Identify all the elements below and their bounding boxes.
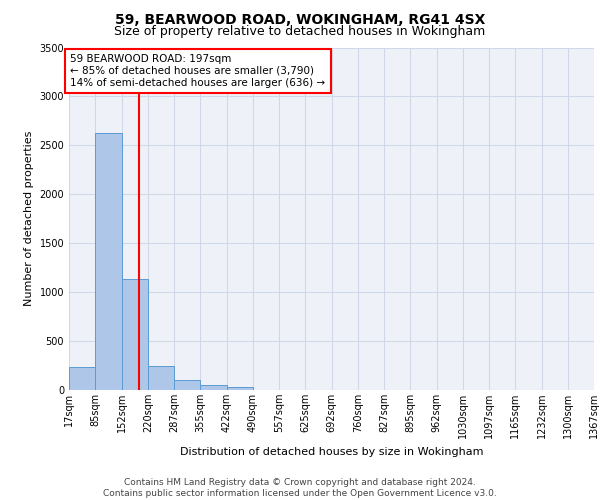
- Bar: [121, 280, 148, 390]
- Y-axis label: Number of detached properties: Number of detached properties: [24, 131, 34, 306]
- Bar: [69, 368, 95, 390]
- Text: Size of property relative to detached houses in Wokingham: Size of property relative to detached ho…: [115, 25, 485, 38]
- Bar: [95, 132, 122, 390]
- Bar: [200, 385, 227, 390]
- Bar: [227, 387, 253, 390]
- X-axis label: Distribution of detached houses by size in Wokingham: Distribution of detached houses by size …: [180, 446, 483, 456]
- Bar: [174, 380, 200, 390]
- Text: 59, BEARWOOD ROAD, WOKINGHAM, RG41 4SX: 59, BEARWOOD ROAD, WOKINGHAM, RG41 4SX: [115, 12, 485, 26]
- Text: 59 BEARWOOD ROAD: 197sqm
← 85% of detached houses are smaller (3,790)
14% of sem: 59 BEARWOOD ROAD: 197sqm ← 85% of detach…: [70, 54, 325, 88]
- Bar: [148, 366, 175, 390]
- Text: Contains HM Land Registry data © Crown copyright and database right 2024.
Contai: Contains HM Land Registry data © Crown c…: [103, 478, 497, 498]
